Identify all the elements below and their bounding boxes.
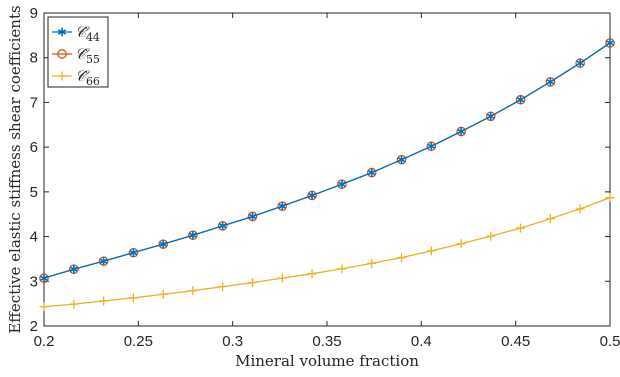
y-tick-label: 7 (30, 94, 38, 111)
data-point (545, 214, 555, 224)
data-point (39, 302, 49, 312)
data-point (218, 282, 228, 292)
x-tick-label: 0.25 (124, 333, 153, 350)
data-point (128, 293, 138, 303)
y-axis-label: Effective elastic stiffness shear coeffi… (6, 5, 24, 333)
data-point (69, 299, 79, 309)
data-point (546, 77, 555, 87)
data-point (486, 112, 495, 121)
y-tick-label: 2 (30, 318, 38, 335)
data-point (486, 231, 496, 241)
data-point (367, 168, 376, 177)
data-point (248, 212, 257, 221)
data-point (605, 193, 615, 203)
x-axis-label: Mineral volume fraction (235, 352, 419, 370)
data-point (218, 221, 227, 231)
legend-label: 𝒞̂55 (75, 45, 100, 66)
data-point (605, 38, 615, 48)
axis-ticks: 0.2 0.25 0.3 0.35 0.4 0.45 0.5 2 3 4 5 6 7 8 9 (30, 5, 620, 350)
data-point (99, 256, 108, 266)
series-line (43, 197, 611, 308)
data-point (516, 223, 526, 233)
data-point (188, 231, 197, 240)
data-point (57, 71, 67, 81)
x-tick-label: 0.5 (600, 333, 620, 350)
x-tick-label: 0.3 (222, 333, 243, 350)
data-point (516, 95, 525, 104)
series-66 (39, 193, 615, 312)
legend-entry: 𝒞̂55 (52, 45, 100, 66)
data-point (188, 286, 198, 296)
data-point (337, 264, 347, 274)
legend-subscript: 55 (86, 53, 100, 66)
y-tick-label: 6 (30, 139, 38, 156)
series-44 (39, 38, 615, 283)
data-point (427, 142, 436, 151)
series-layer (39, 38, 615, 312)
data-point (57, 27, 67, 37)
data-point (159, 239, 168, 249)
y-tick-label: 9 (30, 5, 38, 22)
data-point (158, 289, 168, 299)
x-tick-label: 0.2 (34, 333, 55, 350)
plot-area (43, 12, 611, 327)
data-point (397, 253, 407, 263)
x-tick-label: 0.35 (312, 333, 341, 350)
data-point (397, 155, 406, 164)
y-tick-label: 8 (30, 50, 38, 67)
x-tick-label: 0.45 (501, 333, 530, 350)
legend-subscript: 66 (86, 75, 100, 88)
data-point (57, 49, 67, 59)
data-point (575, 204, 585, 214)
data-point (129, 248, 138, 257)
data-point (99, 296, 109, 306)
data-point (247, 278, 257, 288)
y-tick-label: 5 (30, 184, 38, 201)
data-point (307, 269, 317, 279)
data-point (426, 246, 436, 256)
data-point (576, 58, 585, 68)
data-point (308, 191, 317, 200)
data-point (39, 273, 49, 283)
data-point (277, 273, 287, 283)
data-point (456, 239, 466, 249)
legend-subscript: 44 (86, 31, 100, 44)
data-point (457, 127, 466, 136)
data-point (367, 258, 377, 268)
y-tick-label: 4 (30, 229, 38, 246)
data-point (337, 180, 346, 189)
y-tick-label: 3 (30, 273, 38, 290)
data-point (278, 201, 287, 211)
x-tick-label: 0.4 (411, 333, 432, 350)
series-line (43, 42, 611, 279)
data-point (69, 265, 78, 274)
